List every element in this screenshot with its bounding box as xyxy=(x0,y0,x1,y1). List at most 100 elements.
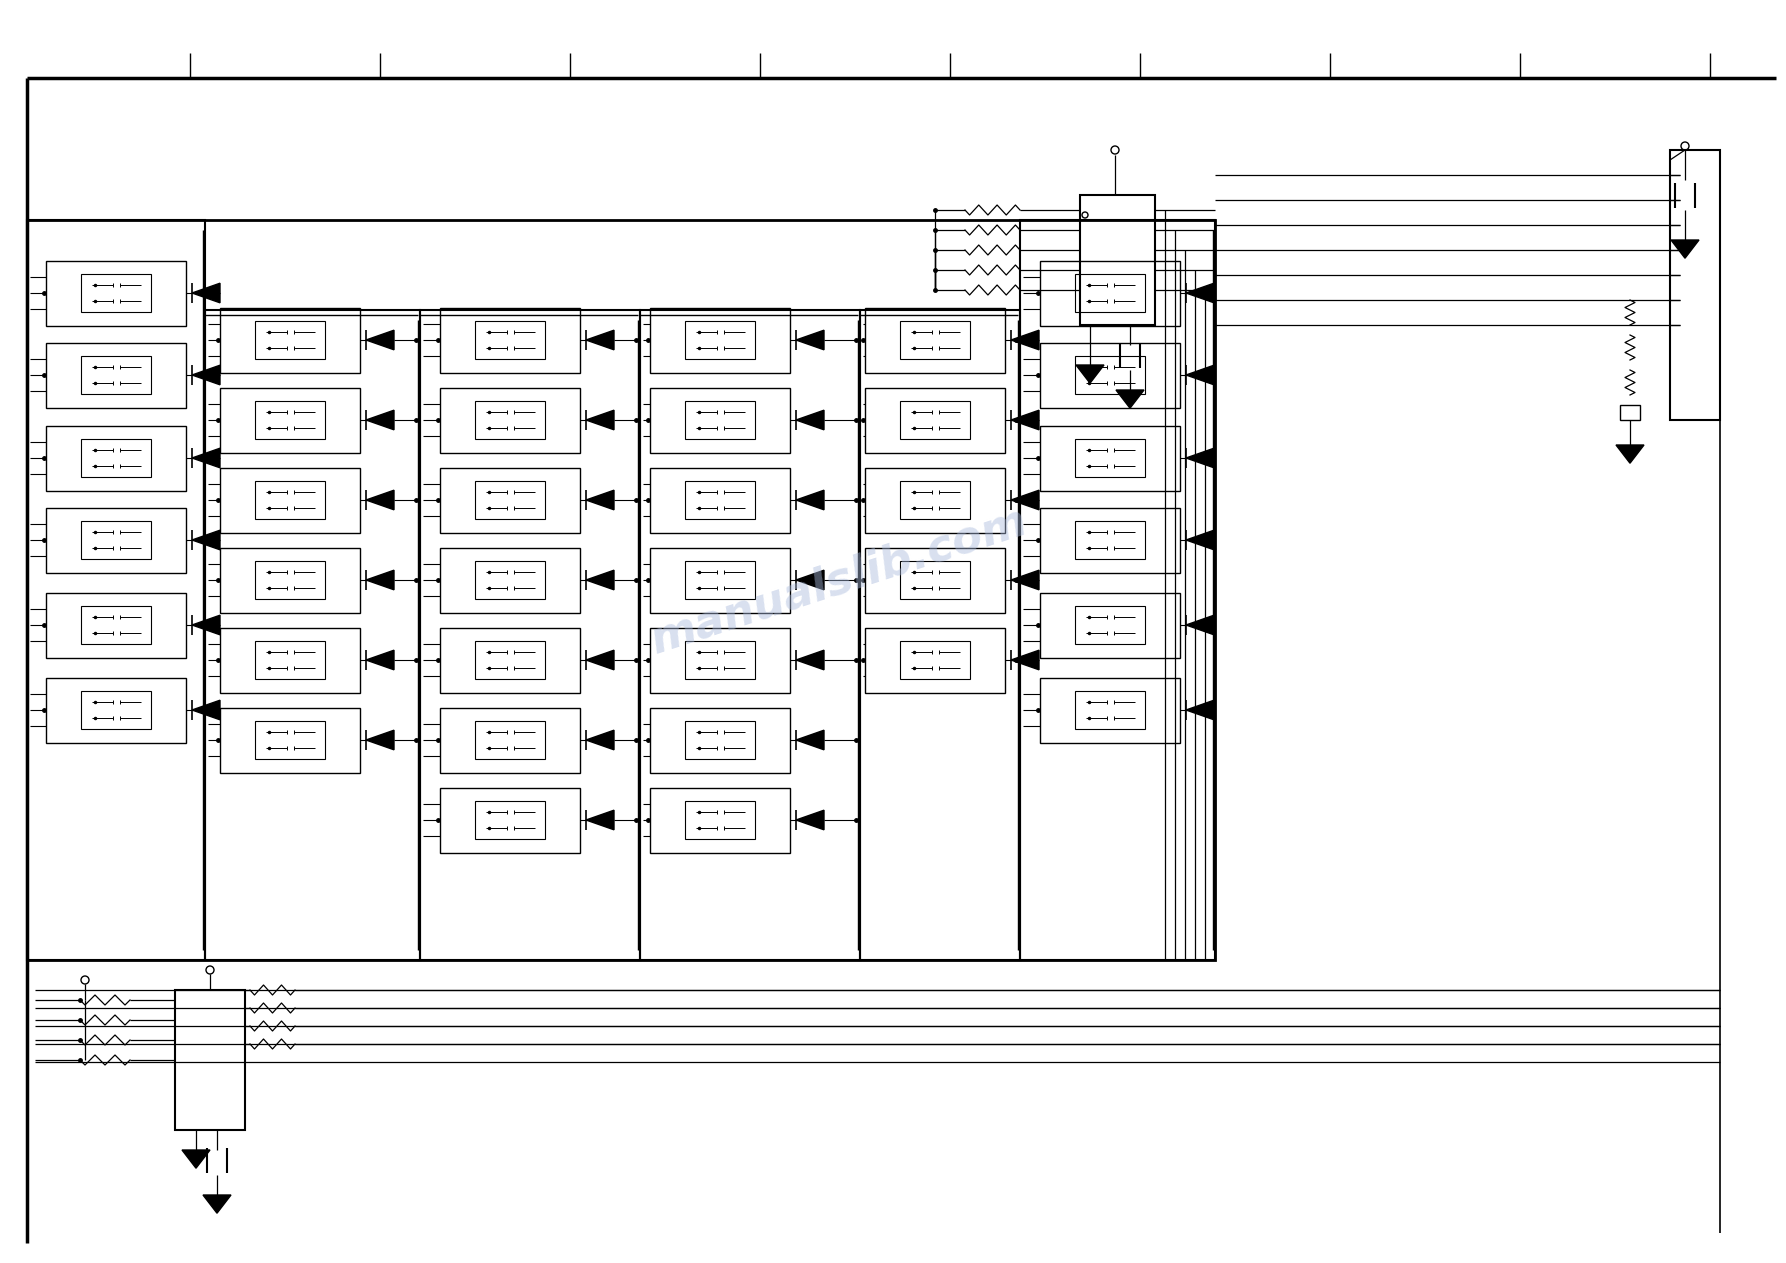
Bar xyxy=(220,467,361,533)
Text: manualslib.com: manualslib.com xyxy=(645,500,1034,662)
Bar xyxy=(1075,356,1145,394)
Polygon shape xyxy=(797,330,823,350)
Bar xyxy=(220,388,361,452)
Bar xyxy=(27,220,205,960)
Bar xyxy=(80,274,152,312)
Bar xyxy=(864,388,1006,452)
Bar xyxy=(27,220,1214,960)
Bar xyxy=(1039,342,1181,408)
Polygon shape xyxy=(1186,615,1214,635)
Polygon shape xyxy=(586,650,614,669)
Polygon shape xyxy=(1011,570,1039,590)
Bar xyxy=(650,788,789,853)
Bar xyxy=(650,547,789,613)
Polygon shape xyxy=(1186,448,1214,467)
Polygon shape xyxy=(1186,700,1214,720)
Polygon shape xyxy=(366,730,395,750)
Bar xyxy=(255,721,325,759)
Bar xyxy=(475,321,545,359)
Bar xyxy=(420,309,639,960)
Polygon shape xyxy=(1186,283,1214,303)
Polygon shape xyxy=(1011,650,1039,669)
Polygon shape xyxy=(797,730,823,750)
Bar xyxy=(220,628,361,692)
Polygon shape xyxy=(586,730,614,750)
Polygon shape xyxy=(586,810,614,830)
Bar xyxy=(255,642,325,679)
Bar xyxy=(46,260,186,326)
Polygon shape xyxy=(1011,410,1039,429)
Bar xyxy=(255,321,325,359)
Bar xyxy=(864,467,1006,533)
Polygon shape xyxy=(1672,240,1698,258)
Bar xyxy=(439,628,580,692)
Bar xyxy=(639,309,861,960)
Polygon shape xyxy=(204,1195,230,1214)
Bar xyxy=(439,707,580,773)
Bar xyxy=(80,522,152,560)
Polygon shape xyxy=(193,615,220,635)
Bar xyxy=(46,592,186,658)
Bar xyxy=(46,508,186,572)
Bar xyxy=(1075,606,1145,644)
Bar xyxy=(1075,522,1145,560)
Bar xyxy=(864,628,1006,692)
Bar xyxy=(650,628,789,692)
Bar xyxy=(475,400,545,440)
Bar xyxy=(686,400,755,440)
Polygon shape xyxy=(366,490,395,510)
Bar xyxy=(1670,150,1720,421)
Bar xyxy=(864,547,1006,613)
Polygon shape xyxy=(366,410,395,429)
Bar xyxy=(864,307,1006,373)
Polygon shape xyxy=(797,410,823,429)
Polygon shape xyxy=(1011,490,1039,510)
Polygon shape xyxy=(1186,530,1214,549)
Bar xyxy=(650,707,789,773)
Bar xyxy=(439,388,580,452)
Bar xyxy=(1039,677,1181,743)
Bar xyxy=(220,307,361,373)
Polygon shape xyxy=(1116,390,1145,408)
Bar xyxy=(686,801,755,839)
Bar xyxy=(475,642,545,679)
Polygon shape xyxy=(586,490,614,510)
Bar xyxy=(900,642,970,679)
Polygon shape xyxy=(366,650,395,669)
Bar xyxy=(1620,405,1640,421)
Bar xyxy=(1039,426,1181,490)
Bar xyxy=(686,321,755,359)
Bar xyxy=(80,606,152,644)
Polygon shape xyxy=(797,650,823,669)
Bar xyxy=(475,721,545,759)
Polygon shape xyxy=(193,700,220,720)
Bar xyxy=(439,467,580,533)
Polygon shape xyxy=(193,530,220,549)
Polygon shape xyxy=(182,1151,211,1168)
Bar xyxy=(439,788,580,853)
Bar xyxy=(220,547,361,613)
Bar xyxy=(1039,260,1181,326)
Polygon shape xyxy=(1075,365,1104,383)
Bar xyxy=(46,677,186,743)
Bar xyxy=(475,561,545,599)
Bar xyxy=(900,481,970,519)
Bar xyxy=(900,400,970,440)
Bar xyxy=(686,721,755,759)
Polygon shape xyxy=(1186,365,1214,385)
Polygon shape xyxy=(366,330,395,350)
Bar xyxy=(475,801,545,839)
Bar xyxy=(255,481,325,519)
Bar xyxy=(205,309,420,960)
Bar xyxy=(475,481,545,519)
Bar xyxy=(900,321,970,359)
Bar xyxy=(686,561,755,599)
Bar xyxy=(1081,195,1156,325)
Polygon shape xyxy=(1011,330,1039,350)
Bar xyxy=(1039,592,1181,658)
Bar xyxy=(439,307,580,373)
Bar xyxy=(650,388,789,452)
Polygon shape xyxy=(586,410,614,429)
Polygon shape xyxy=(193,448,220,467)
Bar xyxy=(1039,508,1181,572)
